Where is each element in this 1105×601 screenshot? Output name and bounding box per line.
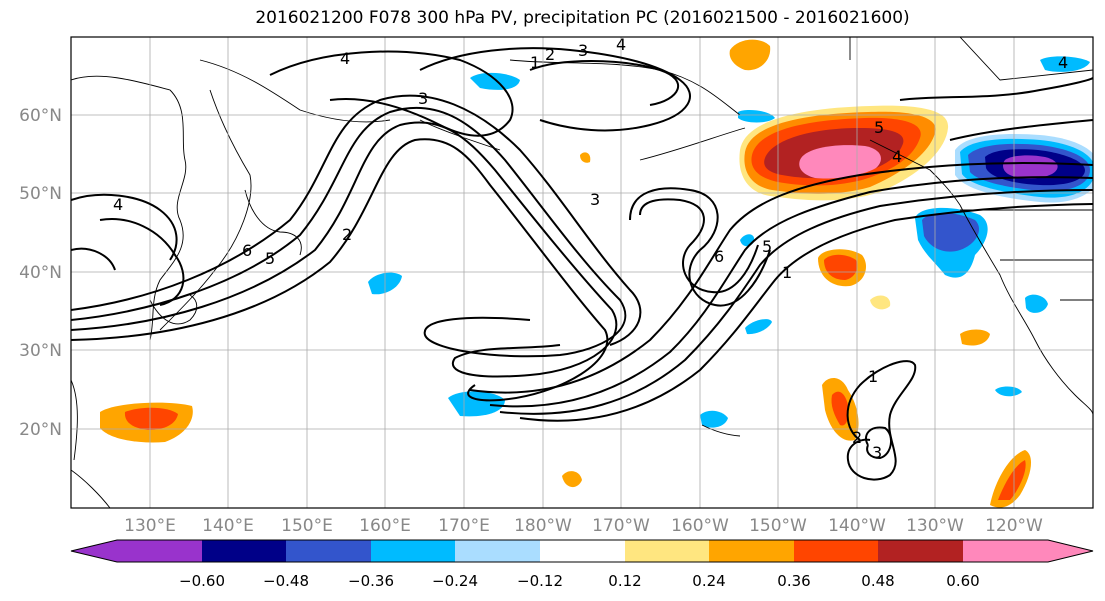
x-tick-label: 140°W (828, 516, 886, 536)
contour-label: 2 (852, 428, 862, 447)
x-tick-label: 150°W (749, 516, 807, 536)
colorbar-segment (709, 540, 794, 562)
contour-label: 2 (545, 45, 555, 64)
x-tick-label: 170°E (438, 516, 490, 536)
y-tick-label: 20°N (19, 420, 62, 440)
colorbar-label: −0.48 (263, 572, 309, 590)
colorbar-segment (625, 540, 709, 562)
contour-label: 3 (578, 41, 588, 60)
y-axis-labels: 60°N 50°N 40°N 30°N 20°N (19, 106, 62, 440)
colorbar-label: 0.48 (861, 572, 894, 590)
map-title: 2016021200 F078 300 hPa PV, precipitatio… (255, 8, 910, 28)
contour-label: 1 (530, 53, 540, 72)
contour-label: 3 (590, 190, 600, 209)
y-tick-label: 50°N (19, 184, 62, 204)
x-axis-labels: 130°E 140°E 150°E 160°E 170°E 180°W 170°… (124, 516, 1043, 536)
y-tick-label: 60°N (19, 106, 62, 126)
map-panel: 4 2 3 4 1 3 4 2 6 5 3 6 5 1 4 5 1 2 3 4 (71, 35, 1093, 508)
colorbar-segment (794, 540, 878, 562)
x-tick-label: 180°W (514, 516, 572, 536)
colorbar-label: 0.24 (692, 572, 725, 590)
contour-label: 2 (342, 225, 352, 244)
y-tick-label: 30°N (19, 341, 62, 361)
colorbar-segment (455, 540, 540, 562)
colorbar-labels: −0.60 −0.48 −0.36 −0.24 −0.12 0.12 0.24 … (179, 572, 980, 590)
contour-label: 4 (892, 147, 902, 166)
contour-label: 3 (872, 443, 882, 462)
x-tick-label: 170°W (592, 516, 650, 536)
colorbar-label: −0.24 (432, 572, 478, 590)
colorbar-segment (878, 540, 963, 562)
contour-label: 4 (340, 49, 350, 68)
x-tick-label: 140°E (202, 516, 254, 536)
x-tick-label: 130°E (124, 516, 176, 536)
colorbar-segment (963, 540, 1093, 562)
contour-label: 5 (265, 249, 275, 268)
contour-label: 1 (868, 367, 878, 386)
colorbar-label: 0.60 (946, 572, 979, 590)
gridlines (71, 37, 1093, 508)
colorbar-segment (202, 540, 286, 562)
colorbar-segment (71, 540, 202, 562)
x-tick-label: 160°E (359, 516, 411, 536)
precip-shading (100, 39, 1093, 508)
map-frame (70, 36, 1094, 509)
contour-label: 4 (113, 195, 123, 214)
pv-contours (71, 47, 1093, 481)
colorbar-label: 0.12 (608, 572, 641, 590)
contour-label: 4 (1058, 53, 1068, 72)
contour-labels: 4 2 3 4 1 3 4 2 6 5 3 6 5 1 4 5 1 2 3 4 (113, 35, 1068, 462)
colorbar-label: −0.36 (348, 572, 394, 590)
x-tick-label: 120°W (985, 516, 1043, 536)
colorbar (70, 539, 1094, 563)
coastlines (71, 37, 1093, 508)
contour-label: 6 (714, 247, 724, 266)
y-tick-label: 40°N (19, 263, 62, 283)
contour-label: 6 (242, 241, 252, 260)
contour-label: 5 (762, 237, 772, 256)
colorbar-segment (286, 540, 371, 562)
x-tick-label: 150°E (281, 516, 333, 536)
colorbar-segment (540, 540, 625, 562)
colorbar-label: 0.36 (777, 572, 810, 590)
colorbar-label: −0.60 (179, 572, 225, 590)
contour-label: 1 (782, 263, 792, 282)
contour-label: 5 (874, 118, 884, 137)
colorbar-label: −0.12 (517, 572, 563, 590)
contour-label: 4 (616, 35, 626, 54)
x-tick-label: 160°W (671, 516, 729, 536)
contour-label: 3 (418, 89, 428, 108)
x-tick-label: 130°W (906, 516, 964, 536)
colorbar-segment (371, 540, 455, 562)
